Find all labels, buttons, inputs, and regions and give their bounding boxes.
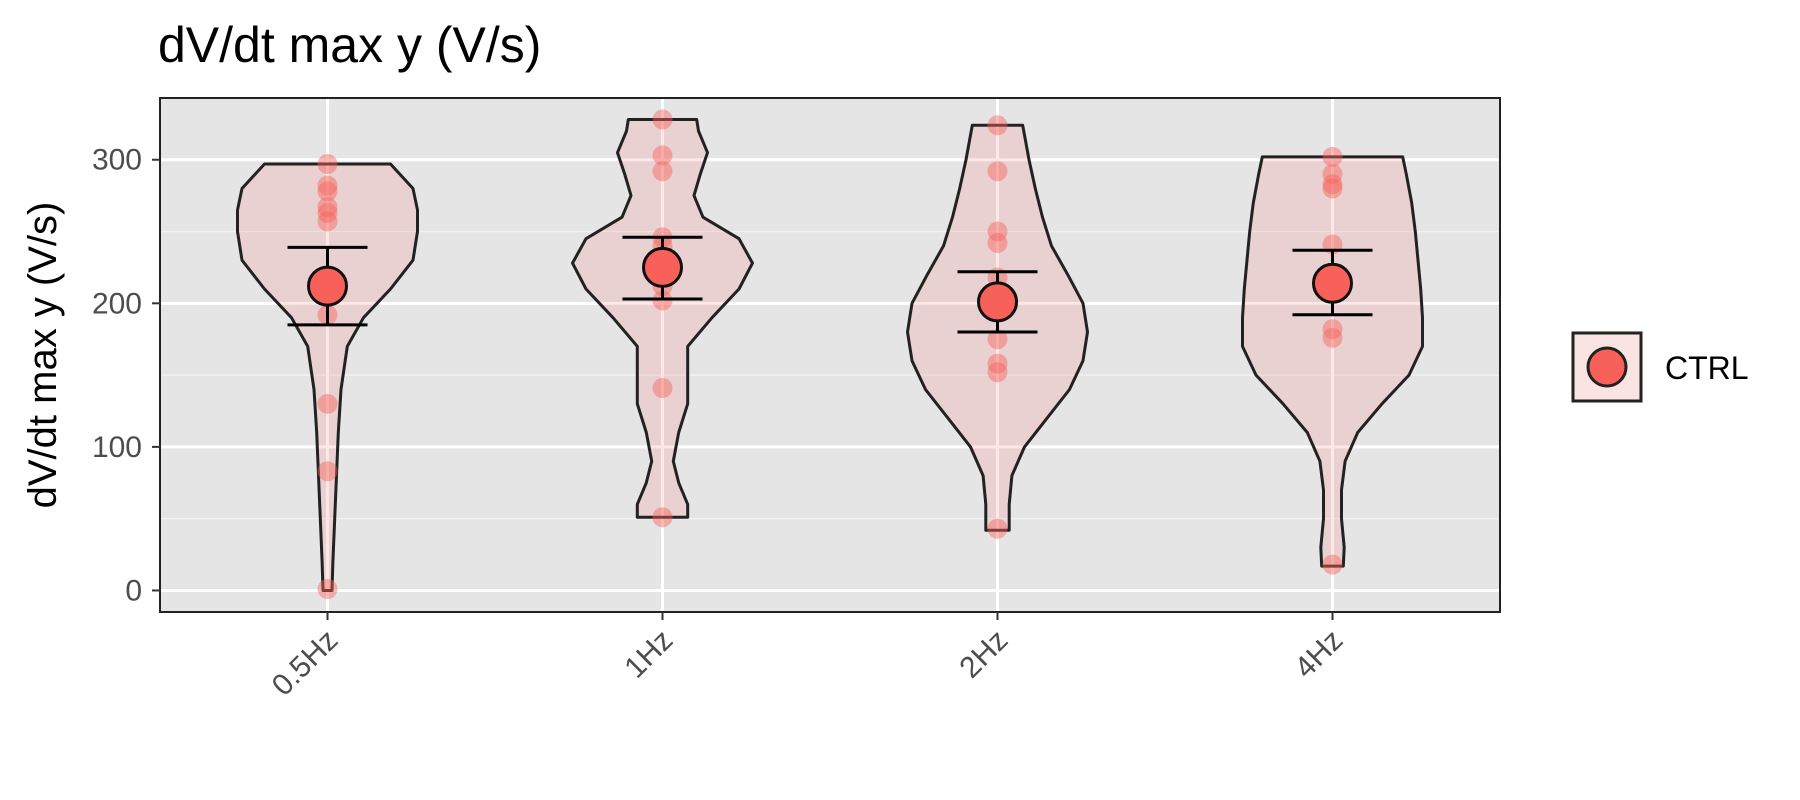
data-point xyxy=(987,329,1008,350)
plot-panel xyxy=(160,98,1500,612)
violin-4Hz xyxy=(1241,155,1424,568)
data-point xyxy=(652,145,673,166)
data-point xyxy=(1322,164,1343,185)
mean-point xyxy=(307,265,348,307)
data-point xyxy=(1322,319,1343,340)
y-tick-label: 0 xyxy=(125,574,142,607)
data-point xyxy=(987,233,1008,254)
mean-error-bars xyxy=(287,235,1373,334)
legend: CTRL xyxy=(1571,331,1749,403)
data-point xyxy=(317,579,338,600)
data-point xyxy=(317,461,338,482)
data-point xyxy=(652,507,673,528)
y-axis-ticks: 0 100 200 300 xyxy=(92,144,160,607)
data-point xyxy=(1322,554,1343,575)
data-point xyxy=(1322,327,1343,348)
major-gridlines xyxy=(160,98,1500,612)
x-tick-label: 2Hz xyxy=(953,624,1014,685)
data-point xyxy=(1322,178,1343,199)
data-point xyxy=(987,161,1008,182)
legend-key-point xyxy=(1586,346,1628,388)
data-point xyxy=(652,161,673,182)
x-tick-label: 0.5Hz xyxy=(266,624,345,703)
minor-gridlines xyxy=(160,230,1500,520)
data-point xyxy=(317,154,338,175)
y-tick-label: 300 xyxy=(92,144,142,177)
data-point xyxy=(987,362,1008,383)
data-point xyxy=(317,211,338,232)
data-point xyxy=(1322,146,1343,167)
data-point xyxy=(317,197,338,218)
data-point xyxy=(987,353,1008,374)
mean-point xyxy=(642,246,683,288)
y-tick-label: 100 xyxy=(92,431,142,464)
x-axis-ticks: 0.5Hz 1Hz 2Hz 4Hz xyxy=(266,612,1349,703)
data-point xyxy=(317,175,338,196)
data-point xyxy=(317,393,338,414)
y-tick-label: 200 xyxy=(92,287,142,320)
data-point xyxy=(987,221,1008,242)
data-point xyxy=(987,115,1008,136)
plot-border xyxy=(159,97,1501,613)
data-point xyxy=(1322,174,1343,195)
mean-point xyxy=(977,281,1018,323)
legend-label: CTRL xyxy=(1665,350,1749,386)
x-tick-label: 4Hz xyxy=(1288,624,1349,685)
data-point xyxy=(317,202,338,223)
data-point xyxy=(317,181,338,202)
x-tick-label: 1Hz xyxy=(618,624,679,685)
data-point xyxy=(987,518,1008,539)
data-point xyxy=(652,378,673,399)
data-point xyxy=(652,109,673,130)
chart-title: dV/dt max y (V/s) xyxy=(158,17,541,73)
violin-0.5Hz xyxy=(236,162,419,592)
mean-point xyxy=(1312,262,1353,304)
y-axis-label: dV/dt max y (V/s) xyxy=(21,202,65,509)
violin-1Hz xyxy=(571,118,754,519)
